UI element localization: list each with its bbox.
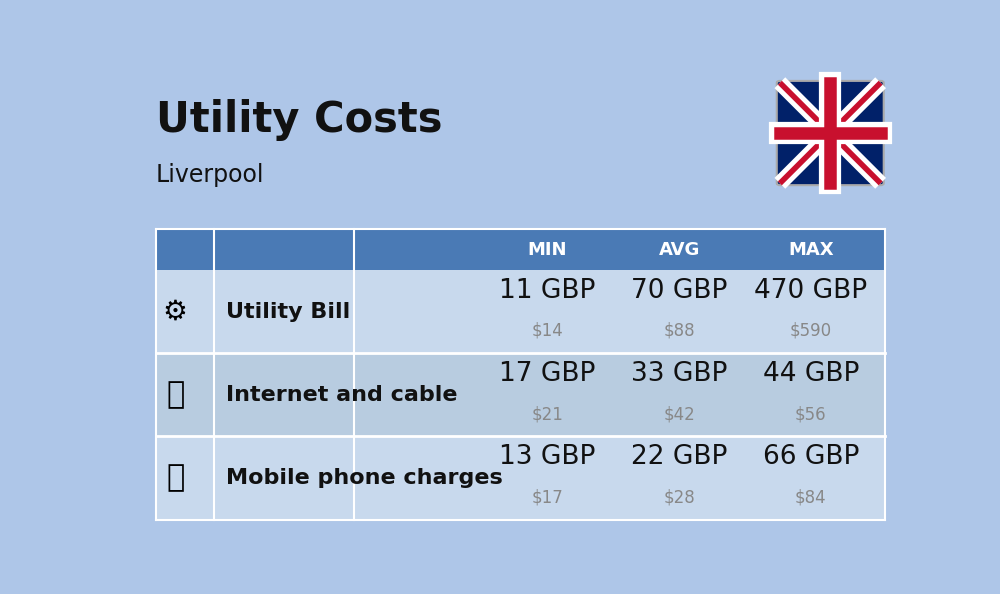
Text: 22 GBP: 22 GBP [631, 444, 727, 470]
Text: 70 GBP: 70 GBP [631, 278, 727, 304]
Text: MIN: MIN [528, 241, 567, 258]
Text: 📶: 📶 [166, 380, 184, 409]
Text: AVG: AVG [658, 241, 700, 258]
Text: Mobile phone charges: Mobile phone charges [226, 468, 503, 488]
Text: 33 GBP: 33 GBP [631, 361, 727, 387]
Text: Utility Bill: Utility Bill [226, 302, 350, 322]
Text: 13 GBP: 13 GBP [499, 444, 596, 470]
Text: ⚙️: ⚙️ [163, 298, 188, 326]
FancyBboxPatch shape [777, 81, 884, 185]
Text: Utility Costs: Utility Costs [156, 99, 442, 141]
Text: $28: $28 [663, 488, 695, 506]
Text: $84: $84 [795, 488, 827, 506]
Text: 470 GBP: 470 GBP [754, 278, 867, 304]
FancyBboxPatch shape [156, 229, 885, 270]
Text: $590: $590 [790, 322, 832, 340]
FancyBboxPatch shape [156, 437, 885, 520]
FancyBboxPatch shape [156, 270, 885, 353]
Text: $21: $21 [531, 405, 563, 423]
Text: 44 GBP: 44 GBP [763, 361, 859, 387]
Text: 📱: 📱 [166, 463, 184, 492]
Text: Liverpool: Liverpool [156, 163, 264, 187]
Text: 11 GBP: 11 GBP [499, 278, 596, 304]
FancyBboxPatch shape [156, 229, 885, 520]
Text: Internet and cable: Internet and cable [226, 385, 457, 405]
Text: MAX: MAX [788, 241, 834, 258]
Text: $42: $42 [663, 405, 695, 423]
FancyBboxPatch shape [156, 353, 885, 437]
Text: $56: $56 [795, 405, 827, 423]
Text: 66 GBP: 66 GBP [763, 444, 859, 470]
Text: $14: $14 [532, 322, 563, 340]
Text: 17 GBP: 17 GBP [499, 361, 596, 387]
Text: $17: $17 [532, 488, 563, 506]
Text: $88: $88 [663, 322, 695, 340]
